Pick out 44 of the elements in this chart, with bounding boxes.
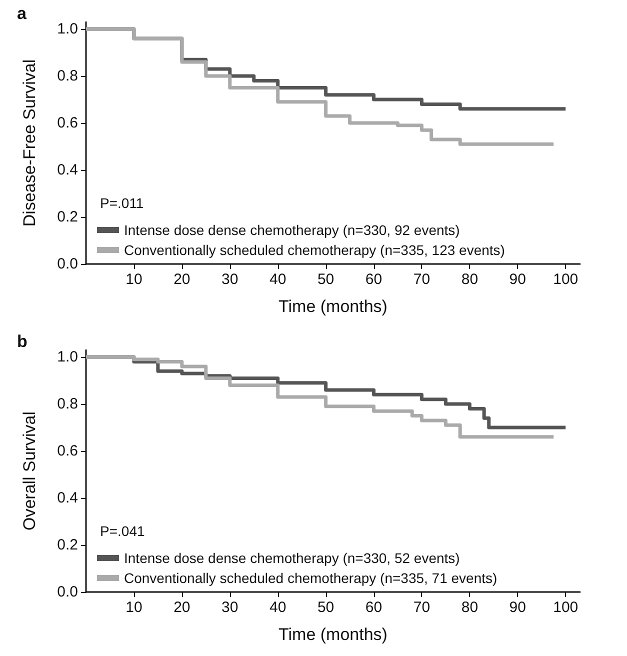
y-tick-label: 0.6 [57, 114, 78, 132]
y-axis-title: Overall Survival [20, 411, 39, 531]
x-tick-label: 50 [317, 271, 334, 288]
y-tick-label: 0.8 [57, 68, 78, 85]
x-tick-label: 40 [270, 271, 286, 288]
annotation: P=.011 [100, 195, 144, 211]
x-tick-label: 100 [553, 271, 578, 288]
chart-title: a [17, 4, 27, 23]
x-tick-label: 100 [553, 599, 578, 616]
y-tick-label: 0.2 [57, 208, 78, 226]
x-tick-label: 20 [174, 599, 190, 616]
x-tick-label: 60 [365, 271, 382, 288]
y-tick-label: 0.6 [57, 442, 78, 460]
x-tick-label: 40 [270, 599, 286, 616]
x-tick-label: 90 [509, 271, 526, 288]
x-tick-label: 30 [222, 271, 238, 288]
annotation: P=.041 [100, 523, 145, 539]
x-tick-label: 50 [317, 599, 334, 616]
legend-label: Conventionally scheduled chemotherapy (n=335, 71 events) [124, 570, 498, 586]
y-tick-label: 1.0 [57, 348, 78, 366]
y-tick-label: 0.0 [57, 584, 78, 600]
x-tick-label: 70 [413, 271, 430, 288]
y-tick-label: 0.2 [57, 536, 78, 554]
x-tick-label: 80 [461, 271, 478, 288]
x-tick-label: 10 [126, 599, 142, 616]
x-axis-title: Time (months) [278, 297, 388, 316]
y-axis-title: Disease-Free Survival [20, 59, 39, 227]
legend-label: Intense dose dense chemotherapy (n=330, 92 events) [124, 222, 460, 238]
y-tick-label: 0.4 [57, 162, 78, 179]
legend-label: Conventionally scheduled chemotherapy (n=335, 123 events) [124, 242, 505, 258]
legend-label: Intense dose dense chemotherapy (n=330, 52 events) [124, 550, 460, 566]
x-tick-label: 20 [174, 271, 190, 288]
x-tick-label: 80 [461, 599, 478, 616]
y-tick-label: 0.8 [57, 396, 78, 413]
x-tick-label: 90 [509, 599, 526, 616]
x-tick-label: 10 [126, 271, 142, 288]
y-tick-label: 1.0 [57, 20, 78, 38]
x-tick-label: 30 [222, 599, 238, 616]
x-axis-title: Time (months) [278, 625, 388, 644]
chart-title: b [17, 332, 28, 351]
y-tick-label: 0.0 [57, 256, 78, 272]
x-tick-label: 70 [413, 599, 430, 616]
y-tick-label: 0.4 [57, 490, 78, 507]
x-tick-label: 60 [365, 599, 382, 616]
